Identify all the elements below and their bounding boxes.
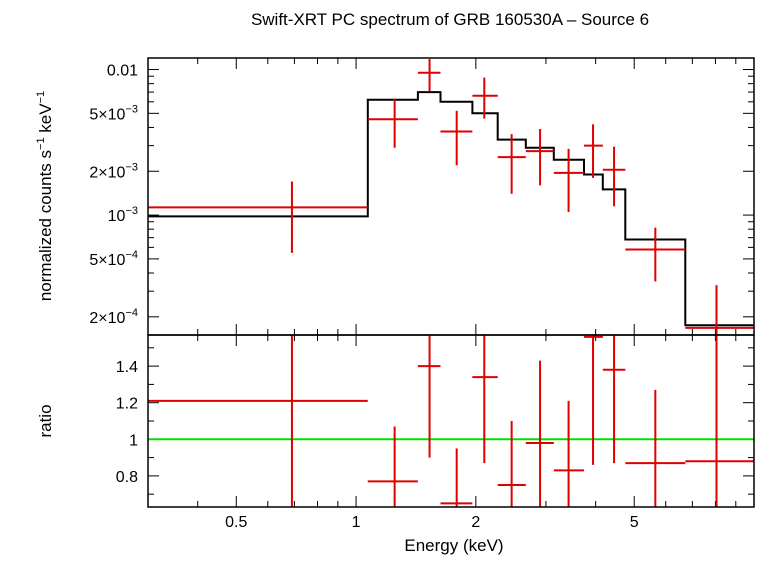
- top-y-tick-label: 2×10−4: [89, 307, 138, 327]
- ratio-data-point: [584, 335, 603, 465]
- x-tick-label: 2: [471, 514, 480, 531]
- model-step-line: [148, 91, 754, 327]
- top-panel-frame: [147, 57, 755, 336]
- ratio-data-point: [417, 335, 441, 458]
- y-label-sup-1: −1: [35, 137, 47, 150]
- top-data-point: [602, 146, 626, 207]
- ratio-data-point: [367, 426, 418, 507]
- y-label-sup-2: −1: [35, 91, 47, 104]
- top-y-tick-label: 2×10−3: [89, 161, 138, 181]
- ratio-y-tick-label: 1: [129, 432, 138, 449]
- spectrum-panel: 0.01 5×10−3 2×10−3 10−3 5×10−4 2×10−4: [89, 57, 755, 336]
- top-data-point: [525, 129, 554, 186]
- top-y-axis-label: normalized counts s−1 keV−1: [35, 91, 55, 301]
- ratio-data-point: [525, 360, 554, 507]
- top-data-point: [472, 77, 498, 119]
- chart-title: Swift-XRT PC spectrum of GRB 160530A – S…: [251, 10, 649, 29]
- top-data-point: [584, 124, 603, 178]
- ratio-data-point: [148, 335, 368, 507]
- ratio-data-point: [440, 448, 473, 507]
- y-label-part-2: keV: [36, 103, 55, 138]
- top-y-tick-label: 5×10−3: [89, 103, 138, 123]
- ratio-data-point: [625, 389, 686, 507]
- top-y-tick-label: 5×10−4: [89, 249, 138, 269]
- x-tick-label: 0.5: [225, 514, 247, 531]
- ratio-data-point: [472, 335, 498, 464]
- ratio-data-point: [602, 335, 626, 464]
- ratio-y-axis-label: ratio: [36, 404, 55, 437]
- x-tick-label: 1: [352, 514, 361, 531]
- ratio-panel-frame: [147, 334, 755, 508]
- ratio-y-tick-label: 0.8: [116, 469, 138, 486]
- top-data-point: [625, 227, 686, 282]
- x-axis-label: Energy (keV): [404, 536, 503, 555]
- y-label-part-1: normalized counts s: [36, 150, 55, 301]
- top-y-tick-label: 0.01: [107, 63, 138, 80]
- top-data-point: [440, 110, 473, 166]
- top-data-point: [417, 59, 441, 92]
- top-data-point: [497, 134, 526, 194]
- ratio-y-tick-label: 1.2: [116, 396, 138, 413]
- top-data-point: [367, 98, 418, 148]
- top-y-tick-label: 10−3: [108, 205, 138, 225]
- x-tick-label: 5: [630, 514, 639, 531]
- ratio-data-point: [497, 421, 526, 507]
- ratio-data-point: [553, 400, 585, 507]
- top-data-point: [553, 148, 585, 212]
- top-data-point: [685, 285, 754, 335]
- top-data-point: [148, 181, 368, 253]
- ratio-y-tick-label: 1.4: [116, 359, 138, 376]
- ratio-data-point: [685, 335, 754, 507]
- ratio-panel: 0.8 1 1.2 1.4 0.5 1 2 5: [116, 334, 755, 531]
